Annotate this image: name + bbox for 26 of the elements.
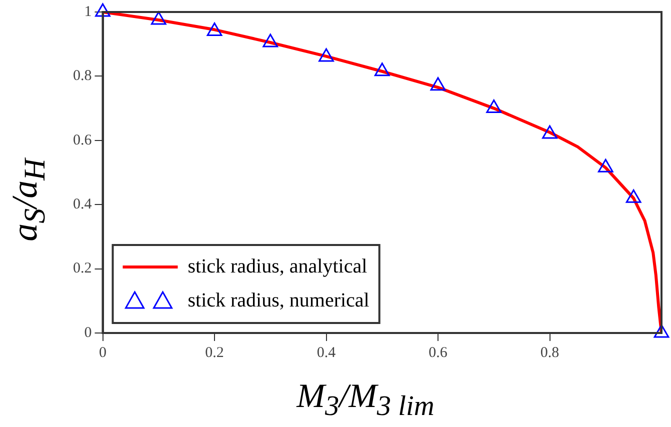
y-tick-label: 0 xyxy=(84,324,92,341)
point xyxy=(542,125,558,139)
y-tick-label: 0.2 xyxy=(73,260,92,277)
point xyxy=(95,3,110,17)
y-tick-label: 1 xyxy=(84,4,92,20)
point xyxy=(430,77,446,91)
point xyxy=(374,62,390,76)
y-tick-label: 0.8 xyxy=(73,68,92,84)
point xyxy=(206,22,222,36)
legend-label: stick radius, analytical xyxy=(188,255,368,278)
x-tick-label: 0.2 xyxy=(205,344,224,361)
x-axis-title: M$_{3}$/M$_{3 lim}$ xyxy=(295,378,436,423)
point xyxy=(318,48,334,62)
y-tick-label: 0.6 xyxy=(73,132,92,148)
legend-label: stick radius, numerical xyxy=(188,289,370,312)
x-tick-label: 0.4 xyxy=(316,344,336,361)
point xyxy=(486,100,502,114)
y-tick-label: 0.4 xyxy=(73,196,92,213)
x-tick-label: 0.8 xyxy=(540,344,560,361)
x-tick-label: 0 xyxy=(99,344,106,361)
point xyxy=(150,11,166,25)
point xyxy=(262,34,278,48)
point xyxy=(626,189,642,203)
point xyxy=(654,324,670,338)
x-tick-label: 0.6 xyxy=(428,344,448,361)
point xyxy=(598,158,614,172)
